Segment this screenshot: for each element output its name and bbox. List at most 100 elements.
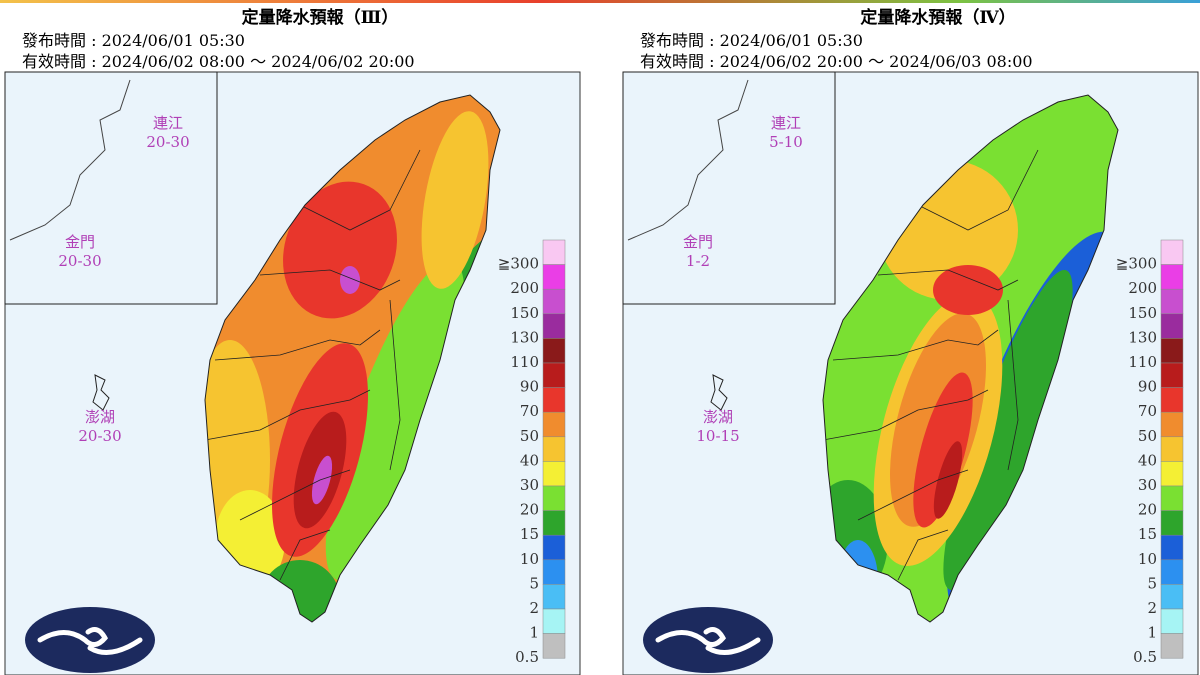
- legend-label: 30: [520, 476, 539, 494]
- panel-title: 定量降水預報（Ⅳ）: [860, 7, 1015, 28]
- legend-swatch: [542, 436, 566, 462]
- legend-label: 15: [1138, 525, 1157, 543]
- issued-time: 發布時間 : 2024/06/01 05:30: [640, 31, 863, 50]
- legend-swatch: [1160, 362, 1184, 388]
- forecast-panel: 定量降水預報（Ⅲ） 發布時間 : 2024/06/01 05:30 有效時間 : 2…: [4, 7, 581, 675]
- rain-zone: [913, 372, 973, 528]
- legend-label: 0.5: [515, 648, 539, 666]
- legend-swatch: [542, 633, 566, 659]
- rain-zone: [311, 455, 333, 505]
- legend-swatch: [542, 338, 566, 364]
- inset-box: [4, 71, 218, 305]
- legend-label: 10: [520, 550, 539, 568]
- legend-label: 10: [1138, 550, 1157, 568]
- legend-swatch: [542, 411, 566, 438]
- island-name: 金門: [65, 233, 95, 251]
- legend-label: 20: [1138, 501, 1157, 519]
- legend-swatch: [1160, 288, 1184, 315]
- legend-label: 70: [1138, 402, 1157, 420]
- china-coast: [9, 79, 131, 241]
- legend-swatch: [542, 510, 566, 536]
- legend-label: 110: [510, 353, 539, 371]
- legend-swatch: [542, 608, 566, 634]
- legend-swatch: [542, 313, 566, 339]
- taiwan-outline: [822, 94, 1119, 623]
- island-name: 金門: [683, 233, 713, 251]
- island-name: 澎湖: [85, 408, 115, 426]
- legend-swatch: [1160, 633, 1184, 659]
- rain-zone: [421, 111, 489, 289]
- legend-swatch: [1160, 461, 1184, 487]
- legend-swatch: [1160, 411, 1184, 438]
- legend-swatch: [1160, 510, 1184, 536]
- island-name: 澎湖: [703, 408, 733, 426]
- legend-label: 200: [510, 279, 539, 297]
- island-range: 5-10: [769, 133, 803, 151]
- legend-label: 110: [1128, 353, 1157, 371]
- legend-label: 70: [520, 402, 539, 420]
- county-border: [1007, 299, 1019, 471]
- legend-swatch: [1160, 584, 1184, 610]
- legend-swatch: [1160, 534, 1184, 561]
- legend-swatch: [1160, 313, 1184, 339]
- rain-zone: [283, 181, 397, 319]
- legend-label: 200: [1128, 279, 1157, 297]
- legend-label: 1: [1147, 624, 1157, 642]
- county-border: [239, 469, 351, 521]
- legend-label: 150: [510, 304, 539, 322]
- legend-label: 90: [1138, 378, 1157, 396]
- legend-label: 2: [529, 599, 539, 617]
- island-range: 10-15: [696, 427, 739, 445]
- county-border: [259, 269, 401, 291]
- legend-swatch: [542, 362, 566, 388]
- penghu: [92, 374, 110, 411]
- county-border: [823, 389, 989, 441]
- county-border: [205, 389, 371, 441]
- legend-swatch: [1160, 239, 1184, 265]
- legend-swatch: [542, 264, 566, 290]
- legend-swatch: [542, 239, 566, 265]
- legend-label: 1: [529, 624, 539, 642]
- legend-label: 90: [520, 378, 539, 396]
- rain-zone: [943, 269, 1073, 591]
- county-border: [214, 329, 381, 361]
- legend-swatch: [1160, 264, 1184, 290]
- legend-swatch: [542, 534, 566, 561]
- county-border: [917, 149, 1039, 231]
- legend-label: 130: [510, 328, 539, 346]
- legend-label: 5: [1147, 574, 1157, 592]
- taiwan-outline: [204, 94, 501, 623]
- legend-swatch: [542, 461, 566, 487]
- rain-zone: [340, 266, 360, 294]
- rain-zone: [933, 265, 1003, 315]
- legend-label: 5: [529, 574, 539, 592]
- logo-swirl: [37, 627, 143, 655]
- legend-label: 40: [520, 451, 539, 469]
- county-border: [832, 329, 999, 361]
- county-border: [389, 299, 401, 471]
- legend-label: ≧300: [498, 255, 539, 273]
- county-border: [279, 529, 331, 581]
- issued-time: 發布時間 : 2024/06/01 05:30: [22, 31, 245, 50]
- island-name: 連江: [771, 114, 801, 132]
- legend-swatch: [1160, 338, 1184, 364]
- island-range: 1-2: [686, 252, 710, 270]
- valid-time: 有效時間 : 2024/06/02 20:00 ～ 2024/06/03 08:…: [640, 52, 1033, 71]
- legend-label: 20: [520, 501, 539, 519]
- penghu: [710, 374, 728, 411]
- legend-swatch: [1160, 608, 1184, 634]
- legend-label: 130: [1128, 328, 1157, 346]
- legend-label: 15: [520, 525, 539, 543]
- legend-label: 50: [1138, 427, 1157, 445]
- island-range: 20-30: [78, 427, 121, 445]
- legend-swatch: [542, 584, 566, 610]
- legend-swatch: [542, 387, 566, 413]
- cwa-logo: [643, 607, 773, 673]
- rain-zone: [325, 259, 465, 581]
- legend-label: 150: [1128, 304, 1157, 322]
- legend-label: 2: [1147, 599, 1157, 617]
- cwa-logo: [25, 607, 155, 673]
- legend-label: 40: [1138, 451, 1157, 469]
- legend-swatch: [1160, 436, 1184, 462]
